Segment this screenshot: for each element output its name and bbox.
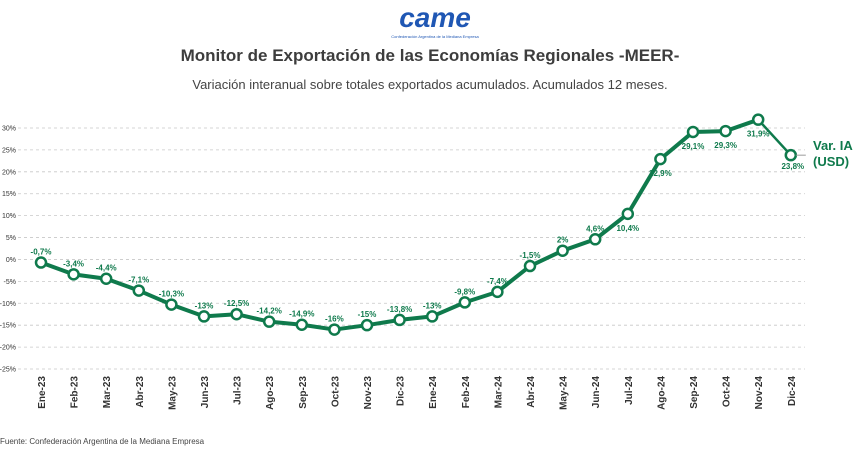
data-point	[34, 256, 48, 269]
data-label: 4,6%	[586, 224, 604, 233]
data-label: -12,5%	[224, 299, 249, 308]
data-label: -7,1%	[128, 276, 149, 285]
x-tick-label: Abr-23	[135, 376, 146, 408]
y-tick-label: 0%	[6, 257, 16, 264]
y-tick-label: 20%	[2, 169, 16, 176]
x-tick-label: Mar-24	[493, 376, 504, 409]
x-tick-label: Jul-23	[233, 376, 244, 405]
data-label: -14,9%	[289, 310, 314, 319]
series-label: Var. IA	[813, 138, 853, 153]
data-label: -13%	[195, 301, 214, 310]
data-label: -13%	[423, 301, 442, 310]
x-tick-label: Nov-23	[363, 376, 374, 410]
x-tick-label: Nov-24	[754, 376, 765, 410]
y-tick-label: -25%	[0, 367, 16, 374]
data-point	[67, 268, 80, 281]
x-tick-label: May-23	[167, 376, 178, 410]
data-label: -10,3%	[159, 290, 184, 299]
data-label: 29,1%	[682, 142, 705, 151]
x-tick-label: Oct-24	[722, 376, 733, 408]
data-label: -7,4%	[487, 277, 508, 286]
x-tick-label: Ene-24	[428, 376, 439, 409]
series-line	[40, 117, 759, 332]
data-point	[621, 207, 635, 221]
data-point	[99, 272, 113, 285]
x-tick-label: Jun-24	[591, 376, 602, 409]
data-point	[588, 233, 602, 246]
data-label: 31,9%	[747, 130, 770, 139]
x-tick-label: Dic-24	[787, 376, 798, 406]
data-label: -15%	[358, 310, 377, 319]
data-point	[295, 318, 309, 331]
source-note: Fuente: Confederación Argentina de la Me…	[0, 437, 205, 446]
data-point	[132, 284, 146, 297]
y-tick-label: -10%	[0, 301, 16, 308]
x-tick-label: Sep-23	[298, 376, 309, 409]
series-line-last-segment	[757, 118, 792, 157]
x-tick-label: Ago-24	[656, 376, 667, 410]
data-label: 10,4%	[616, 224, 639, 233]
data-point	[784, 148, 798, 162]
data-point	[393, 313, 406, 327]
series-label: (USD)	[813, 154, 849, 169]
data-point	[197, 310, 211, 323]
data-point	[491, 285, 504, 299]
x-tick-label: May-24	[559, 376, 570, 410]
x-tick-label: Ene-23	[37, 376, 48, 409]
data-label: -3,4%	[63, 259, 84, 268]
data-label: -13,8%	[387, 305, 412, 314]
data-label: -1,5%	[520, 251, 541, 260]
data-point	[751, 113, 765, 126]
data-point	[262, 315, 276, 328]
came-logo: came Confederación Argentina de la Media…	[391, 2, 479, 39]
data-point	[328, 323, 341, 336]
x-tick-label: Sep-24	[689, 376, 700, 409]
data-label: -16%	[325, 315, 344, 324]
x-tick-label: Feb-24	[461, 376, 472, 409]
data-point	[360, 318, 374, 332]
x-tick-label: Mar-23	[102, 376, 113, 409]
y-tick-label: 10%	[2, 213, 16, 220]
data-point	[165, 298, 178, 311]
data-label: -0,7%	[31, 248, 52, 257]
x-tick-label: Feb-23	[70, 376, 81, 409]
x-tick-label: Oct-23	[330, 376, 341, 408]
data-point	[556, 244, 569, 257]
data-label: -4,4%	[96, 264, 117, 273]
chart-subtitle: Variación interanual sobre totales expor…	[192, 77, 668, 92]
y-tick-label: 25%	[2, 147, 16, 154]
y-tick-label: 30%	[2, 126, 16, 133]
data-point	[458, 296, 472, 309]
x-tick-label: Abr-24	[526, 376, 537, 408]
logo-wordmark: came	[399, 2, 471, 33]
data-point	[686, 125, 700, 139]
data-label: 29,3%	[714, 141, 737, 150]
chart-title: Monitor de Exportación de las Economías …	[180, 46, 680, 65]
x-tick-label: Jul-24	[624, 376, 635, 405]
y-tick-label: 15%	[2, 191, 16, 198]
y-tick-label: -15%	[0, 323, 16, 330]
y-tick-label: 5%	[6, 235, 16, 242]
data-label: 23,8%	[781, 162, 804, 171]
data-label: -14,2%	[257, 307, 282, 316]
y-tick-label: -5%	[4, 279, 16, 286]
x-tick-label: Dic-23	[396, 376, 407, 406]
data-point	[523, 259, 537, 273]
data-label: 2%	[557, 236, 569, 245]
data-point	[719, 124, 732, 138]
data-label: 22,9%	[649, 169, 672, 178]
x-tick-label: Jun-23	[200, 376, 211, 409]
y-tick-label: -20%	[0, 345, 16, 352]
data-point	[654, 152, 667, 166]
data-point	[425, 310, 439, 323]
logo-subtext: Confederación Argentina de la Mediana Em…	[391, 34, 479, 39]
data-point	[230, 307, 243, 321]
data-label: -9,8%	[454, 287, 475, 296]
x-tick-label: Ago-23	[265, 376, 276, 410]
